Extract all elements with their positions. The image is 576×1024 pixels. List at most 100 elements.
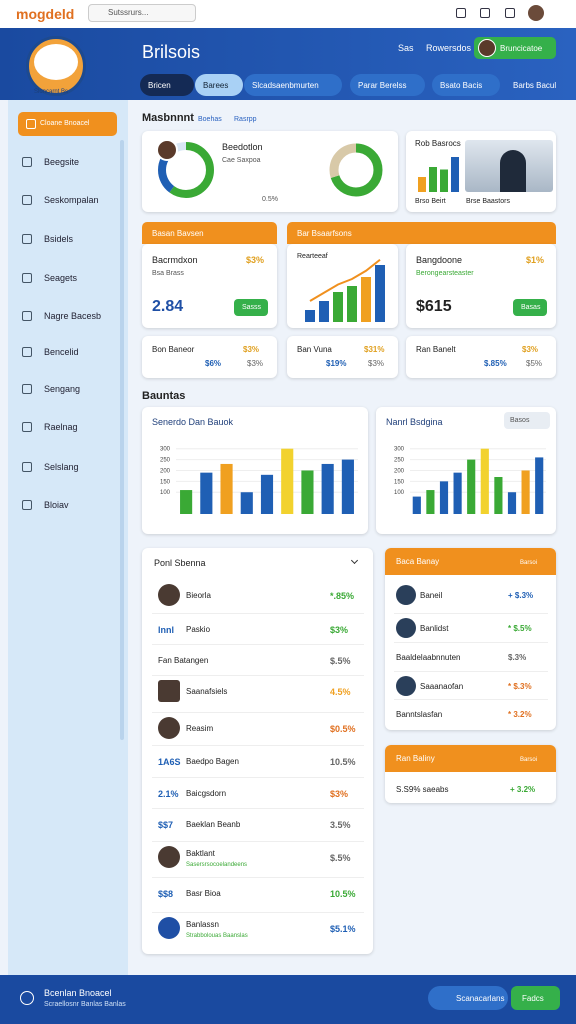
bar — [535, 457, 544, 514]
sidebar-icon[interactable] — [22, 273, 32, 283]
row-name[interactable]: Fan Batangen — [158, 656, 209, 665]
bar — [412, 496, 421, 514]
trend-line — [309, 258, 381, 302]
sidebar-item[interactable]: Seskompalan — [44, 195, 99, 205]
search-box[interactable] — [88, 4, 196, 22]
icon[interactable] — [456, 8, 466, 18]
sidebar-icon[interactable] — [22, 422, 32, 432]
row-value: 10.5% — [330, 889, 356, 899]
stat-title: Bacrmdxon — [152, 255, 198, 265]
icon[interactable] — [480, 8, 490, 18]
tab[interactable] — [432, 74, 500, 96]
sidebar-icon[interactable] — [22, 500, 32, 510]
row-sub: Strabbolouas Baanslas — [186, 933, 248, 939]
sidebar-icon[interactable] — [22, 157, 32, 167]
sidebar-item[interactable]: Selslang — [44, 462, 79, 472]
search-text: Sutssrurs... — [108, 8, 149, 17]
row-tag: lnnl — [158, 625, 174, 635]
sidebar-icon[interactable] — [22, 311, 32, 321]
row-name[interactable]: Baicgsdorn — [186, 789, 227, 798]
stat-value: 2.84 — [152, 298, 184, 315]
footer-icon — [20, 991, 34, 1005]
row-name[interactable]: Paskio — [186, 625, 211, 634]
sidebar-icon[interactable] — [26, 119, 36, 129]
bar — [341, 459, 354, 514]
sidebar-item[interactable]: Raelnag — [44, 422, 78, 432]
list-card — [142, 548, 373, 954]
donut — [158, 142, 214, 198]
sidebar-icon[interactable] — [22, 384, 32, 394]
tab[interactable] — [244, 74, 342, 96]
divider — [152, 613, 364, 614]
row-icon — [158, 717, 180, 739]
sidebar-item[interactable]: Seagets — [44, 273, 78, 283]
row-name[interactable]: Baedpo Bagen — [186, 757, 239, 766]
row-name[interactable]: Banlidst — [420, 624, 449, 633]
row-name[interactable]: Saanafsiels — [186, 687, 228, 696]
row-name[interactable]: Baeklan Beanb — [186, 820, 241, 829]
row-tag: 1A6S — [158, 757, 181, 767]
chip[interactable] — [504, 412, 550, 429]
row-icon — [158, 846, 180, 868]
tab[interactable] — [195, 74, 243, 96]
icon[interactable] — [505, 8, 515, 18]
row-name[interactable]: Baaldelaabnnuten — [396, 653, 461, 662]
bar — [301, 470, 314, 514]
tab-text: Parar Berelss — [358, 81, 407, 90]
divider — [394, 613, 548, 614]
row-name[interactable]: Basr Bioa — [186, 889, 221, 898]
row-value: 3.5% — [330, 820, 351, 830]
cta-text: Bruncicatoe — [500, 44, 543, 53]
divider — [152, 877, 364, 878]
row-name[interactable]: Reasim — [186, 724, 214, 733]
sidebar-item[interactable]: Cloane Bnoacel — [40, 120, 90, 127]
row-name[interactable]: Bieorla — [186, 591, 211, 600]
row-name[interactable]: Banntslasfan — [396, 710, 443, 719]
bar — [200, 472, 213, 514]
bar — [467, 459, 476, 514]
bar — [260, 474, 274, 514]
button[interactable] — [513, 299, 547, 316]
tab-text: Slcadsaenbmurten — [252, 81, 319, 90]
sidebar-item[interactable]: Bencelid — [44, 347, 79, 357]
sidebar-icon[interactable] — [22, 234, 32, 244]
sidebar-icon[interactable] — [22, 347, 32, 357]
divider — [152, 841, 364, 842]
y-tick-label: 100 — [160, 490, 171, 496]
sidebar-item[interactable]: Beegsite — [44, 157, 80, 167]
row-name[interactable]: Baneil — [420, 591, 443, 600]
tab-link[interactable]: Rasrpp — [234, 116, 257, 123]
media-title: Rob Basrocs — [415, 139, 461, 148]
sidebar-item[interactable]: Bsidels — [44, 234, 74, 244]
row-name[interactable]: Baktlant — [186, 849, 215, 858]
sidebar-item[interactable]: Bloiav — [44, 500, 69, 510]
footer-button[interactable] — [428, 986, 508, 1010]
sidebar-icon[interactable] — [22, 462, 32, 472]
action[interactable]: Rowersdos — [426, 43, 472, 53]
bar — [281, 448, 294, 514]
row-tag: 2.1% — [158, 789, 179, 799]
sidebar-item[interactable]: Sengang — [44, 384, 81, 394]
tab-link[interactable]: Boehas — [198, 116, 222, 123]
avatar[interactable] — [528, 5, 544, 21]
media-chart — [418, 157, 459, 192]
tab[interactable] — [140, 74, 194, 96]
sidebar-icon[interactable] — [22, 195, 32, 205]
tab[interactable] — [350, 74, 425, 96]
section-title: Masbnnnt — [142, 112, 194, 124]
sidebar-item[interactable]: Nagre Bacesb — [44, 311, 102, 321]
list-title: Ponl Sbenna — [154, 558, 206, 568]
header-note: Barsoi — [520, 560, 538, 566]
button[interactable] — [234, 299, 268, 316]
bar — [240, 492, 253, 514]
row-name[interactable]: Banlassn — [186, 920, 219, 929]
sidebar-active[interactable] — [18, 112, 117, 136]
footer-button[interactable] — [511, 986, 560, 1010]
action[interactable]: Sas — [398, 43, 414, 53]
y-tick-label: 150 — [394, 479, 405, 485]
side-card — [385, 548, 556, 730]
row-name[interactable]: Saaanaofan — [420, 682, 464, 691]
divider — [394, 671, 548, 672]
row-value: $.5% — [330, 656, 351, 666]
row-value: + 3.2% — [510, 785, 536, 794]
